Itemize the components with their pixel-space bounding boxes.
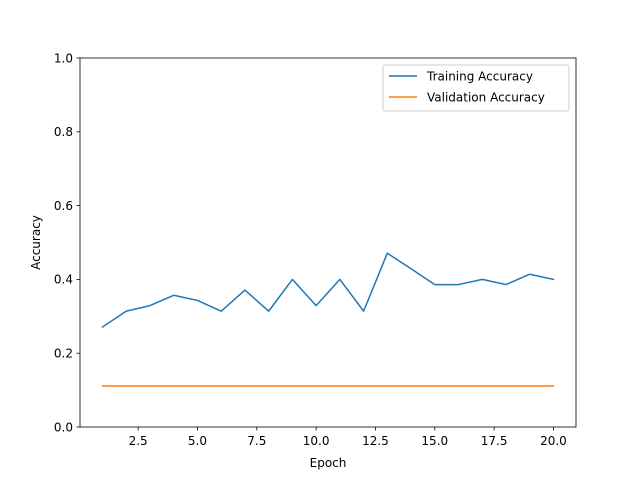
x-tick-label: 2.5 — [129, 434, 148, 448]
y-axis: 0.0 0.2 0.4 0.6 0.8 1.0 — [54, 51, 80, 434]
series-layer — [101, 252, 555, 387]
legend-box — [382, 64, 570, 112]
training-accuracy-line — [101, 252, 555, 329]
x-tick-label: 17.5 — [481, 434, 508, 448]
x-tick-label: 20.0 — [540, 434, 567, 448]
x-tick-label: 12.5 — [362, 434, 389, 448]
y-tick-label: 1.0 — [54, 51, 73, 65]
y-tick-label: 0.8 — [54, 125, 73, 139]
y-tick-label: 0.4 — [54, 273, 73, 287]
y-tick-label: 0.2 — [54, 347, 73, 361]
x-axis-label: Epoch — [310, 456, 347, 470]
y-tick-label: 0.6 — [54, 199, 73, 213]
y-axis-label: Accuracy — [29, 215, 43, 270]
x-tick-label: 10.0 — [303, 434, 330, 448]
legend-label-training: Training Accuracy — [426, 70, 533, 84]
x-tick-label: 5.0 — [188, 434, 207, 448]
plot-frame — [79, 57, 577, 428]
x-tick-label: 7.5 — [247, 434, 266, 448]
legend: Training Accuracy Validation Accuracy — [382, 64, 570, 112]
x-tick-label: 15.0 — [421, 434, 448, 448]
x-axis: 2.5 5.0 7.5 10.0 12.5 15.0 17.5 20.0 — [129, 427, 567, 448]
y-tick-label: 0.0 — [54, 420, 73, 434]
legend-label-validation: Validation Accuracy — [427, 91, 545, 105]
